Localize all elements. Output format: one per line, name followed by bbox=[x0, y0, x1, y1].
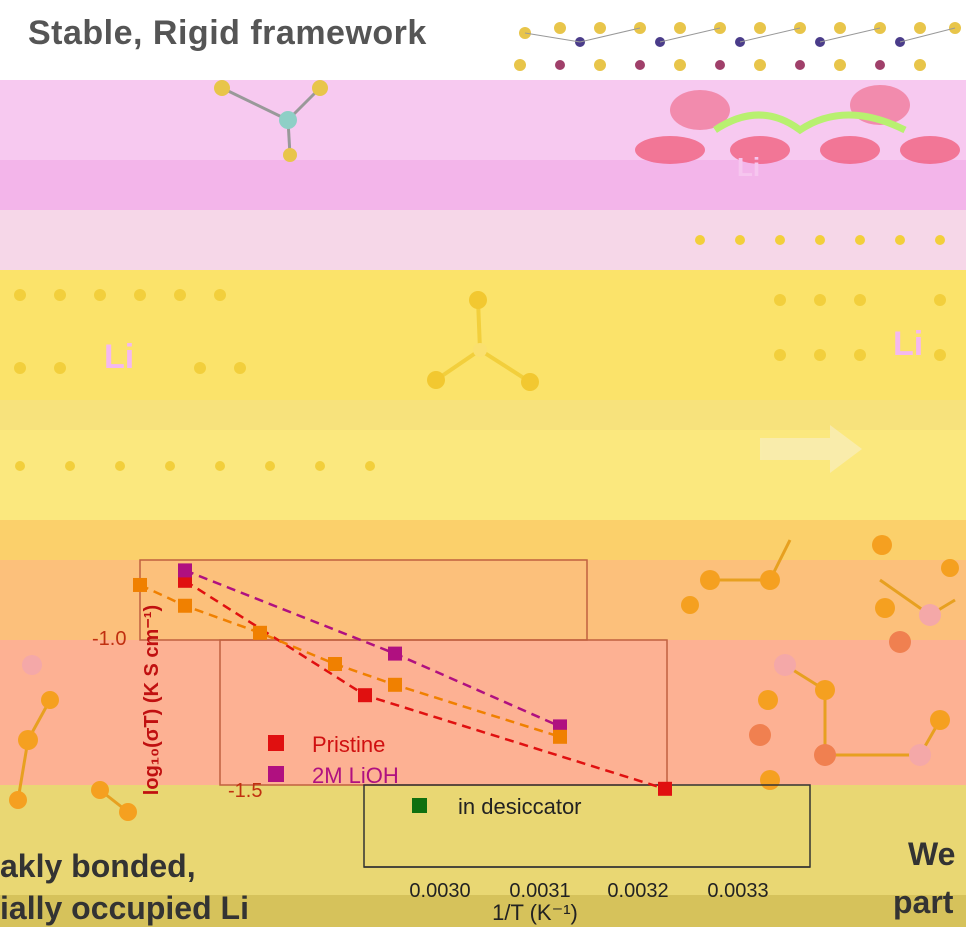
data-point bbox=[388, 677, 402, 692]
page-title: Stable, Rigid framework bbox=[28, 14, 427, 52]
legend-label-desiccator: in desiccator bbox=[458, 794, 582, 819]
data-point bbox=[388, 646, 402, 661]
data-point bbox=[178, 598, 192, 613]
tetrahedron-top bbox=[214, 80, 328, 162]
x-tick-label: 0.0030 bbox=[409, 880, 470, 902]
li-label-left: Li bbox=[104, 338, 135, 376]
y-axis-label: log₁₀(σT) (K S cm⁻¹) bbox=[141, 605, 163, 795]
x-tick-label: 0.0033 bbox=[707, 880, 768, 902]
series-fit-line bbox=[184, 569, 561, 728]
legend-marker-pristine bbox=[268, 735, 284, 751]
series-fit-line bbox=[184, 579, 666, 790]
x-axis-label: 1/T (K⁻¹) bbox=[492, 900, 578, 925]
dot-rows bbox=[14, 235, 946, 471]
band-bottom-dark bbox=[0, 895, 966, 927]
band-pink-3 bbox=[0, 210, 966, 270]
li-label-right: Li bbox=[893, 325, 924, 363]
caption-right-line2: part bbox=[893, 884, 954, 920]
caption-left-line2: ially occupied Li bbox=[0, 890, 249, 926]
band-orange-2 bbox=[0, 560, 966, 640]
data-point bbox=[358, 688, 372, 703]
tetrahedron-center bbox=[427, 291, 539, 391]
caption-left-line1: akly bonded, bbox=[0, 848, 196, 884]
legend-marker-lioh bbox=[268, 766, 284, 782]
chart-plot-area bbox=[133, 563, 672, 796]
data-point bbox=[133, 577, 147, 592]
structure-right bbox=[681, 535, 959, 790]
data-point bbox=[328, 657, 342, 671]
y-tick-label: -1.0 bbox=[92, 628, 126, 650]
data-point bbox=[553, 729, 567, 744]
arrow-right bbox=[760, 425, 862, 473]
band-yellow-1 bbox=[0, 270, 966, 400]
legend-label-pristine: Pristine bbox=[312, 732, 385, 757]
lattice-top bbox=[514, 22, 961, 71]
li-label-top: Li bbox=[737, 152, 761, 182]
data-point bbox=[253, 625, 267, 640]
band-top bbox=[0, 0, 966, 80]
data-point bbox=[658, 781, 672, 796]
structure-left bbox=[9, 655, 137, 821]
band-pink-2 bbox=[0, 160, 966, 210]
band-pink-1 bbox=[0, 80, 966, 160]
data-point bbox=[178, 563, 192, 578]
legend: Pristine 2M LiOH in desiccator bbox=[268, 732, 582, 819]
caption-right-line1: We bbox=[908, 836, 956, 872]
x-tick-label: 0.0031 bbox=[509, 880, 570, 902]
chart-frame bbox=[139, 559, 811, 868]
charge-density bbox=[635, 85, 960, 164]
legend-label-lioh: 2M LiOH bbox=[312, 763, 399, 788]
x-tick-label: 0.0032 bbox=[607, 880, 668, 902]
series-fit-line bbox=[139, 583, 561, 738]
legend-marker-desiccator bbox=[412, 798, 427, 813]
band-yellow-2 bbox=[0, 400, 966, 430]
y-tick-label: -1.5 bbox=[228, 780, 262, 802]
band-orange-1 bbox=[0, 520, 966, 560]
